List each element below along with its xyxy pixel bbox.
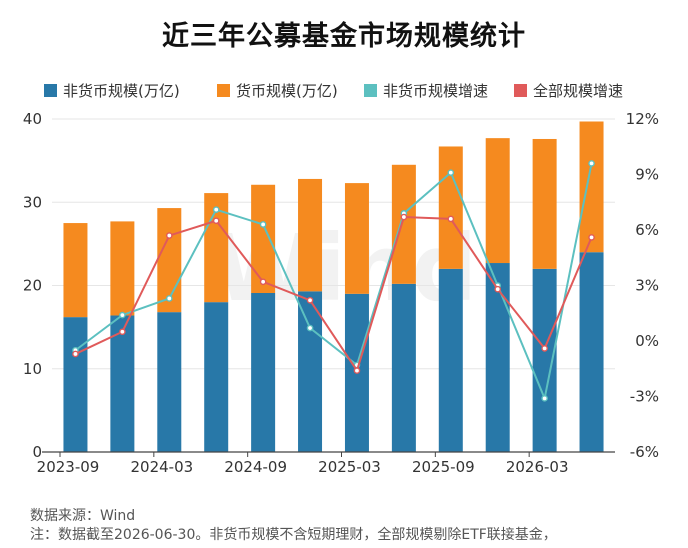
- bar-non-money: [251, 292, 276, 452]
- x-tick-label: 2023-09: [37, 458, 100, 476]
- y-right-tick-label: -6%: [630, 443, 659, 461]
- source-note: 数据来源：Wind: [30, 508, 136, 524]
- legend-label: 全部规模增速: [533, 82, 623, 100]
- line-layer: [72, 160, 595, 402]
- legend-label: 货币规模(万亿): [236, 82, 338, 100]
- footer-note: 注：数据截至2026-06-30。非货币规模不含短期理财，全部规模剔除ETF联接…: [30, 527, 557, 543]
- bar-non-money: [485, 263, 510, 452]
- x-tick-label: 2025-03: [318, 458, 381, 476]
- bar-non-money: [110, 315, 135, 452]
- y-left-tick-label: 10: [23, 360, 42, 378]
- legend-swatch: [514, 84, 527, 97]
- y-left-tick-label: 0: [32, 443, 42, 461]
- bar-money: [157, 208, 182, 313]
- line-non-money-growth-point: [588, 160, 595, 167]
- legend-label: 非货币规模增速: [383, 82, 488, 100]
- bar-money: [532, 138, 557, 269]
- y-right-tick-label: 0%: [635, 332, 659, 350]
- bar-non-money: [438, 268, 463, 452]
- axis-layer: 0 10 20 30 40 -6% -3% 0% 3% 6% 9% 12% 2023-09 2024-03…: [23, 110, 659, 476]
- bar-non-money: [298, 291, 323, 452]
- y-left-tick-label: 30: [23, 193, 42, 211]
- legend-swatch: [364, 84, 377, 97]
- bar-layer: [63, 121, 604, 452]
- line-non-money-growth-point: [119, 311, 126, 319]
- bar-non-money: [579, 252, 604, 452]
- line-total-growth-point: [212, 217, 220, 225]
- y-right-tick-label: 6%: [635, 221, 659, 239]
- line-non-money-growth-point: [447, 169, 455, 176]
- line-total-growth-point: [494, 285, 502, 293]
- bar-money: [391, 164, 416, 284]
- line-total-growth-point: [588, 234, 595, 241]
- chart-title: 近三年公募基金市场规模统计: [162, 21, 526, 52]
- bar-money: [110, 221, 135, 316]
- bar-non-money: [204, 302, 229, 452]
- line-total-growth-point: [306, 296, 314, 304]
- line-total-growth: [75, 216, 593, 373]
- y-right-tick-label: -3%: [630, 388, 659, 406]
- grid-lines: [52, 118, 615, 370]
- bar-money: [251, 184, 276, 293]
- line-non-money-growth-point: [306, 324, 314, 332]
- line-non-money-growth: [74, 163, 593, 402]
- bar-money: [579, 121, 604, 253]
- bar-non-money: [63, 317, 88, 452]
- x-tick-label: 2024-03: [130, 458, 193, 476]
- line-non-money-growth-point: [259, 221, 267, 228]
- x-tick-label: 2026-03: [506, 458, 569, 476]
- y-right-tick-label: 3%: [635, 277, 659, 295]
- y-left-tick-label: 40: [23, 110, 42, 128]
- bar-money: [63, 223, 88, 318]
- y-left-tick-label: 20: [23, 277, 42, 295]
- legend-label: 非货币规模(万亿): [63, 82, 180, 100]
- line-total-growth-point: [400, 213, 408, 221]
- line-total-growth-point: [165, 232, 173, 239]
- legend-swatch: [217, 84, 230, 97]
- y-right-tick-label: 12%: [626, 110, 659, 128]
- line-total-growth-point: [259, 278, 267, 286]
- bar-money: [438, 146, 463, 269]
- line-non-money-growth-point: [165, 295, 173, 302]
- line-total-growth-point: [353, 367, 361, 374]
- line-total-growth-point: [541, 345, 548, 352]
- legend: 非货币规模(万亿) 货币规模(万亿) 非货币规模增速 全部规模增速: [44, 82, 623, 100]
- legend-swatch: [44, 84, 57, 97]
- bar-money: [298, 178, 323, 292]
- bar-money: [485, 138, 510, 264]
- x-tick-label: 2024-09: [224, 458, 287, 476]
- line-total-growth-point: [447, 215, 455, 223]
- line-non-money-growth-point: [541, 395, 548, 402]
- y-right-tick-label: 9%: [635, 166, 659, 184]
- bar-money: [344, 183, 369, 294]
- line-total-growth-point: [119, 328, 126, 336]
- line-non-money-growth-point: [212, 206, 220, 213]
- bar-non-money: [391, 283, 416, 452]
- line-total-growth-point: [72, 350, 79, 358]
- x-tick-label: 2025-09: [412, 458, 475, 476]
- bar-non-money: [157, 312, 182, 452]
